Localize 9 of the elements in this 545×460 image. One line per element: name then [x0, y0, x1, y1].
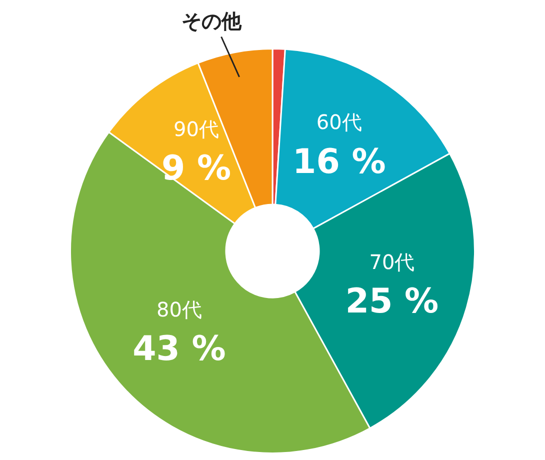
- slice-label: 90代: [174, 116, 219, 141]
- data-label: 25 %: [345, 282, 439, 322]
- slice-label: 70代: [369, 250, 415, 274]
- data-label: 16 %: [292, 142, 386, 182]
- slice-label: 60代: [316, 110, 362, 134]
- slice-label: その他: [181, 8, 242, 33]
- data-label: 9 %: [161, 148, 232, 189]
- data-label: 43 %: [132, 329, 226, 370]
- slice-label: 80代: [156, 297, 202, 322]
